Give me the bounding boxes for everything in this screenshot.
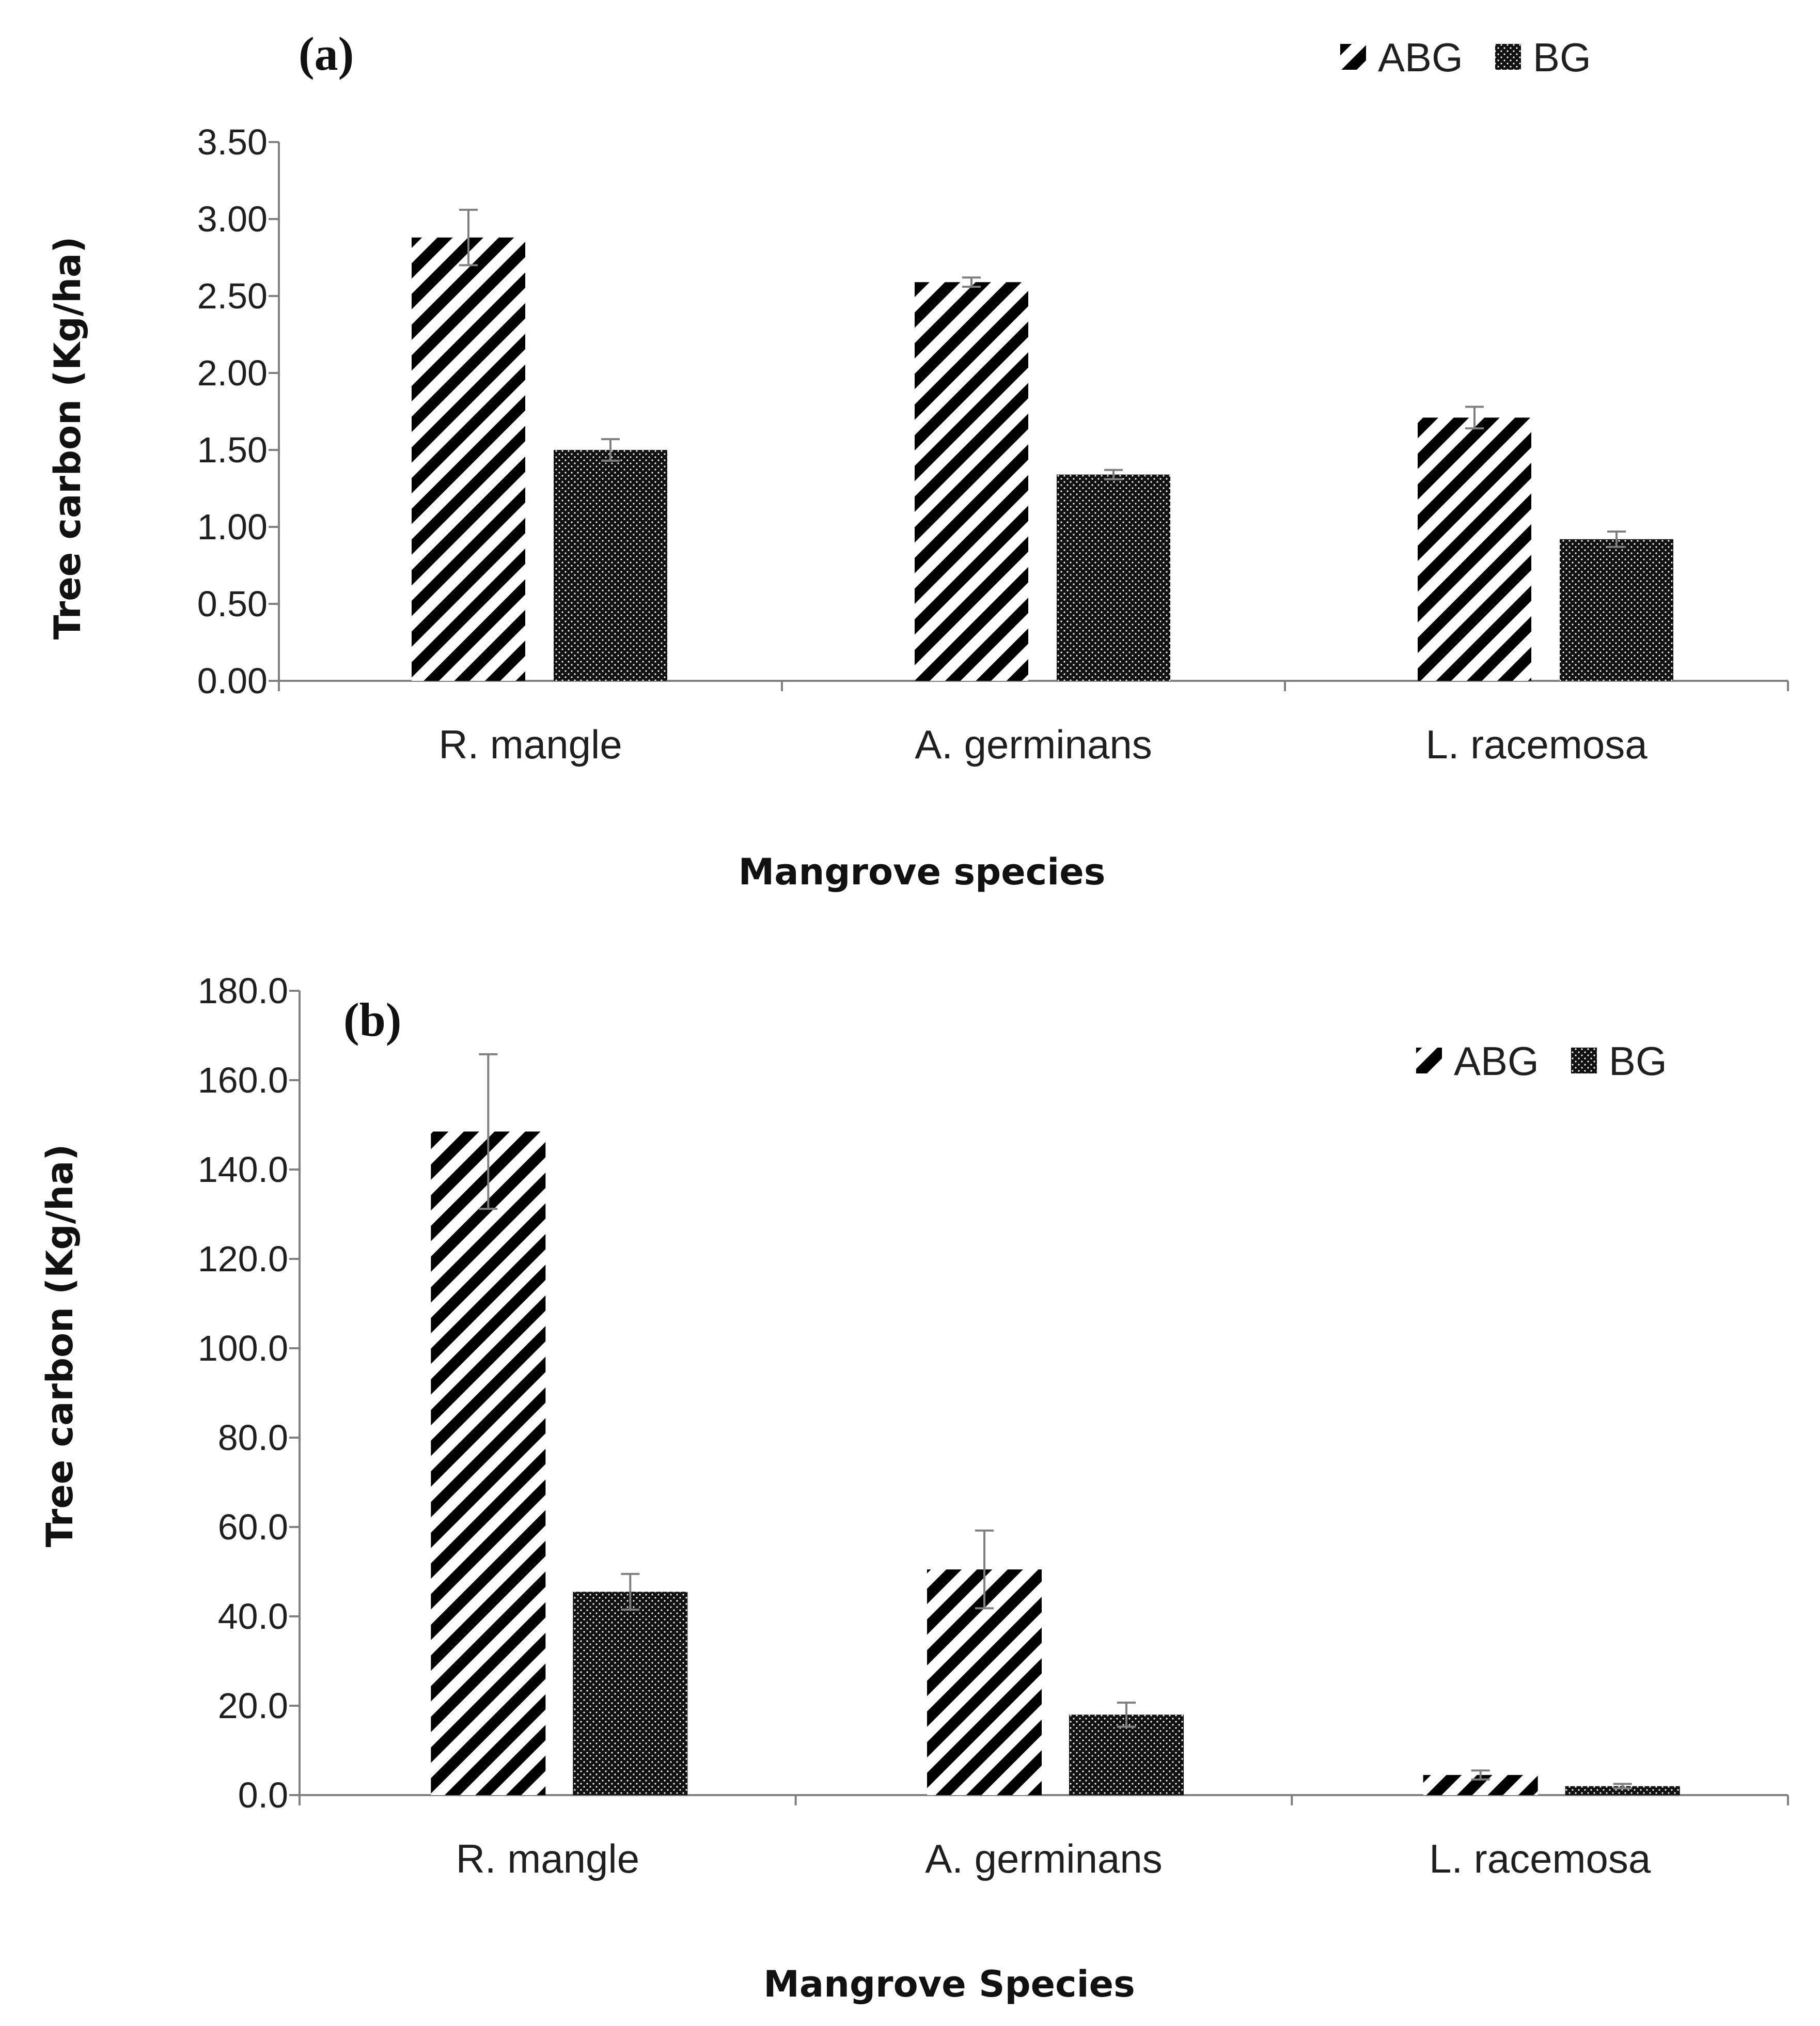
legend-swatch-bg	[1495, 44, 1521, 70]
x-category-label: R. mangle	[438, 722, 622, 767]
plot-area: 0.0 20.0 40.0 60.0 80.0 100.0 120.0 140.0 160.0 1…	[198, 971, 1789, 1881]
legend: ABG BG	[1340, 35, 1591, 80]
legend-swatch-bg	[1571, 1048, 1597, 1073]
bar-abg	[431, 1131, 546, 1795]
y-axis-title: Tree carbon (Kg/ha)	[39, 1144, 81, 1548]
x-axis-title: Mangrove Species	[763, 1963, 1135, 2005]
y-tick-label: 0.0	[238, 1775, 288, 1815]
legend-label-bg: BG	[1609, 1038, 1667, 1084]
x-category-label: A. germinans	[925, 1836, 1163, 1881]
y-tick-label: 40.0	[218, 1596, 288, 1637]
chart-panel-b: (b) ABG BG 0.0 20.0 40.0 60.0 80.0 100.0 120.0…	[39, 971, 1789, 2005]
x-category-label: A. germinans	[915, 722, 1152, 767]
x-category-label: L. racemosa	[1425, 722, 1648, 767]
y-axis-title: Tree carbon (Kg/ha)	[46, 237, 89, 640]
y-tick-label: 2.50	[197, 276, 268, 316]
y-tick-label: 60.0	[218, 1507, 288, 1547]
y-tick-label: 3.00	[197, 199, 268, 239]
panel-label: (a)	[299, 27, 354, 80]
y-tick-label: 1.00	[197, 507, 268, 547]
legend-label-abg: ABG	[1378, 35, 1463, 80]
chart-panel-a: (a) ABG BG 0.00 0.50 1.00 1.50 2.00 2.50 3.00 3…	[46, 27, 1789, 893]
bar-bg	[1560, 539, 1673, 681]
bar-abg	[1418, 417, 1531, 681]
y-tick-label: 20.0	[218, 1686, 288, 1726]
y-tick-label: 100.0	[198, 1328, 288, 1368]
legend-swatch-abg	[1416, 1048, 1442, 1073]
x-axis-title: Mangrove species	[739, 851, 1106, 893]
bar-bg	[554, 450, 667, 681]
y-tick-label: 180.0	[198, 971, 288, 1011]
legend: ABG BG	[1416, 1038, 1667, 1084]
legend-label-abg: ABG	[1454, 1038, 1539, 1084]
y-tick-label: 1.50	[197, 430, 268, 470]
bar-bg	[1057, 474, 1170, 681]
x-category-label: L. racemosa	[1429, 1836, 1651, 1881]
y-tick-label: 0.50	[197, 584, 268, 624]
legend-label-bg: BG	[1533, 35, 1591, 80]
bar-abg	[915, 282, 1028, 681]
y-tick-label: 2.00	[197, 353, 268, 393]
y-tick-label: 120.0	[198, 1239, 288, 1279]
panel-label: (b)	[343, 993, 401, 1046]
y-tick-label: 140.0	[198, 1149, 288, 1190]
bar-bg	[1069, 1715, 1184, 1795]
y-tick-label: 0.00	[197, 661, 268, 701]
y-tick-label: 80.0	[218, 1417, 288, 1458]
y-tick-label: 160.0	[198, 1060, 288, 1100]
x-category-label: R. mangle	[456, 1836, 640, 1881]
bar-bg	[573, 1592, 688, 1795]
bar-abg	[412, 237, 525, 681]
legend-swatch-abg	[1340, 44, 1366, 70]
plot-area: 0.00 0.50 1.00 1.50 2.00 2.50 3.00 3.50 R. mangl…	[197, 122, 1789, 767]
bar-bg	[1565, 1786, 1680, 1795]
y-tick-label: 3.50	[197, 122, 268, 162]
